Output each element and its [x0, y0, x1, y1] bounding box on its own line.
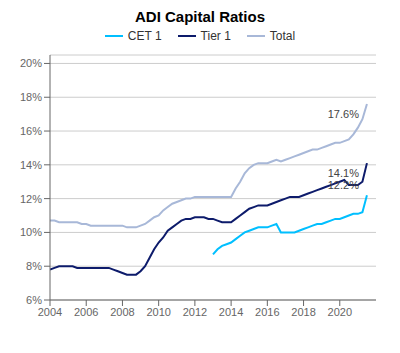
html-text:ADI Capital Ratios: ADI Capital Ratios	[135, 8, 265, 25]
svg-text:12.2%: 12.2%	[328, 179, 359, 191]
svg-text:20%: 20%	[20, 57, 42, 69]
svg-text:10%: 10%	[20, 226, 42, 238]
svg-text:2020: 2020	[328, 306, 352, 318]
svg-text:16%: 16%	[20, 125, 42, 137]
html-text:Tier 1: Tier 1	[200, 29, 231, 43]
svg-text:6%: 6%	[26, 294, 42, 306]
html-text:CET 1: CET 1	[127, 29, 162, 43]
html-text:Total: Total	[269, 29, 296, 43]
svg-text:17.6%: 17.6%	[328, 108, 359, 120]
svg-text:2008: 2008	[110, 306, 134, 318]
svg-text:14%: 14%	[20, 159, 42, 171]
svg-text:2012: 2012	[183, 306, 207, 318]
svg-text:2006: 2006	[74, 306, 98, 318]
svg-text:2004: 2004	[38, 306, 62, 318]
svg-text:2016: 2016	[255, 306, 279, 318]
svg-text:18%: 18%	[20, 91, 42, 103]
svg-text:2014: 2014	[219, 306, 243, 318]
svg-text:8%: 8%	[26, 260, 42, 272]
svg-text:14.1%: 14.1%	[328, 167, 359, 179]
svg-text:12%: 12%	[20, 193, 42, 205]
svg-text:2010: 2010	[146, 306, 170, 318]
svg-text:2018: 2018	[291, 306, 315, 318]
